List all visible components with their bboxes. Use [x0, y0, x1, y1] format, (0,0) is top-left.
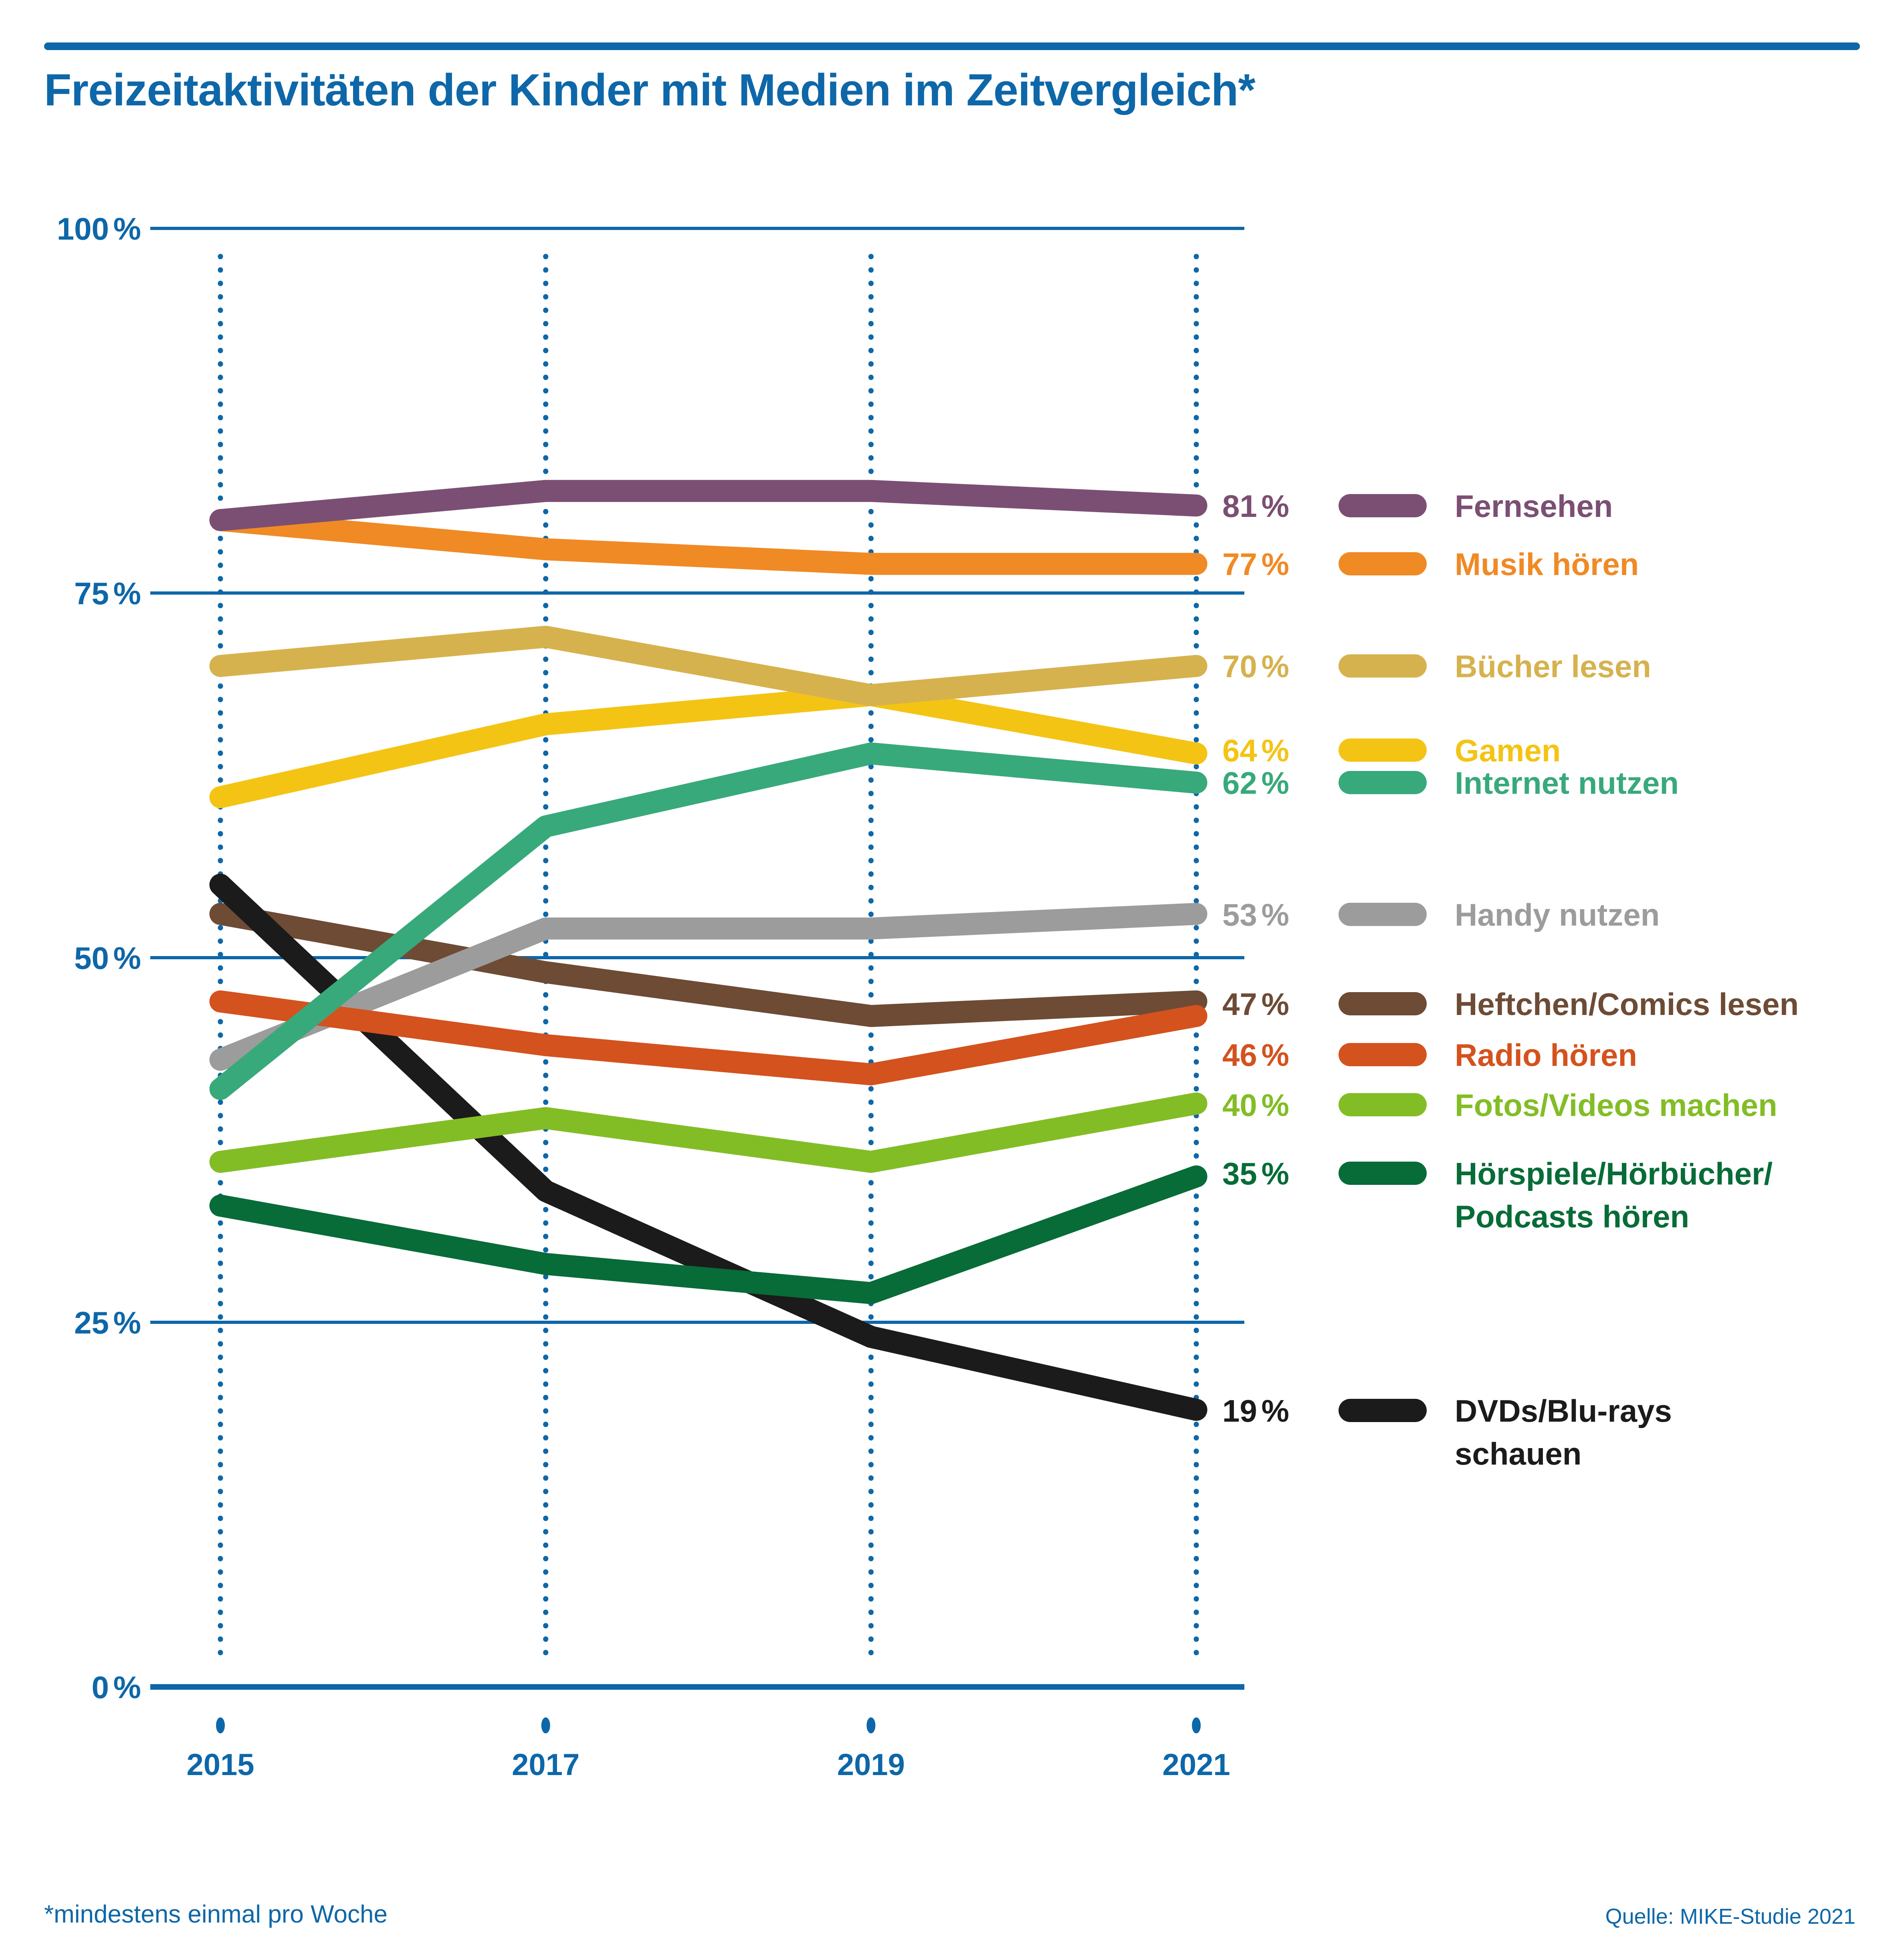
legend-swatch-b-cher-lesen — [1339, 654, 1427, 678]
legend-label-h-rspiele-h-rb-cher-podcasts-h-ren: Hörspiele/Hörbücher/ — [1455, 1156, 1773, 1191]
legend-label-fotos-videos-machen: Fotos/Videos machen — [1455, 1087, 1777, 1123]
legend-swatch-dvds-blu-rays-schauen — [1339, 1399, 1427, 1422]
legend-swatch-radio-h-ren — [1339, 1043, 1427, 1066]
year-label-2019: 2019 — [837, 1748, 905, 1782]
y-tick-label-0: 0 % — [92, 1670, 141, 1705]
y-tick-label-100: 100 % — [57, 211, 141, 246]
series-line-h-rspiele-h-rb-cher-podcasts-h-ren — [209, 1165, 1207, 1304]
value-label-heftchen-comics-lesen: 47 % — [1222, 987, 1289, 1022]
legend-label-dvds-blu-rays-schauen-line2: schauen — [1455, 1436, 1581, 1471]
y-tick-label-50: 50 % — [74, 940, 141, 976]
legend-label-handy-nutzen: Handy nutzen — [1455, 897, 1660, 932]
legend-swatch-h-rspiele-h-rb-cher-podcasts-h-ren — [1339, 1162, 1427, 1185]
value-label-gamen: 64 % — [1222, 733, 1289, 768]
legend-swatch-musik-h-ren — [1339, 552, 1427, 575]
value-label-h-rspiele-h-rb-cher-podcasts-h-ren: 35 % — [1222, 1156, 1289, 1191]
legend-swatch-gamen — [1339, 738, 1427, 762]
legend-label-b-cher-lesen: Bücher lesen — [1455, 649, 1651, 684]
year-label-2015: 2015 — [186, 1748, 254, 1782]
series-line-b-cher-lesen — [209, 625, 1207, 706]
year-label-2021: 2021 — [1163, 1748, 1230, 1782]
series-line-heftchen-comics-lesen — [209, 903, 1207, 1027]
legend-swatch-handy-nutzen — [1339, 903, 1427, 926]
legend-label-fernsehen: Fernsehen — [1455, 488, 1613, 524]
series-line-musik-h-ren — [209, 509, 1207, 575]
page-title: Freizeitaktivitäten der Kinder mit Medie… — [44, 65, 1256, 115]
value-label-fernsehen: 81 % — [1222, 488, 1289, 524]
value-label-radio-h-ren: 46 % — [1222, 1037, 1289, 1073]
value-label-internet-nutzen: 62 % — [1222, 765, 1289, 801]
year-tick-2015 — [216, 1717, 225, 1733]
value-label-musik-h-ren: 77 % — [1222, 547, 1289, 582]
legend-label-radio-h-ren: Radio hören — [1455, 1037, 1637, 1073]
year-tick-2021 — [1192, 1717, 1201, 1733]
footnote: *mindestens einmal pro Woche — [44, 1900, 388, 1928]
series-line-fotos-videos-machen — [209, 1092, 1207, 1173]
value-label-handy-nutzen: 53 % — [1222, 897, 1289, 932]
legend-label-h-rspiele-h-rb-cher-podcasts-h-ren-line2: Podcasts hören — [1455, 1199, 1689, 1234]
series-line-radio-h-ren — [209, 990, 1207, 1085]
year-tick-2017 — [541, 1717, 550, 1733]
series-line-dvds-blu-rays-schauen — [209, 874, 1207, 1421]
legend-label-dvds-blu-rays-schauen: DVDs/Blu-rays — [1455, 1393, 1672, 1428]
legend-label-internet-nutzen: Internet nutzen — [1455, 765, 1679, 801]
value-label-fotos-videos-machen: 40 % — [1222, 1087, 1289, 1123]
source-credit: Quelle: MIKE-Studie 2021 — [1605, 1905, 1856, 1929]
header-rule — [44, 42, 1860, 50]
y-tick-label-75: 75 % — [74, 576, 141, 611]
series-line-gamen — [209, 684, 1207, 809]
series-line-handy-nutzen — [209, 903, 1207, 1071]
legend-swatch-heftchen-comics-lesen — [1339, 992, 1427, 1015]
series-line-fernsehen — [209, 480, 1207, 531]
legend-label-musik-h-ren: Musik hören — [1455, 547, 1639, 582]
legend-swatch-fotos-videos-machen — [1339, 1093, 1427, 1116]
series-line-internet-nutzen — [209, 742, 1207, 1100]
legend-label-heftchen-comics-lesen: Heftchen/Comics lesen — [1455, 987, 1799, 1022]
value-label-b-cher-lesen: 70 % — [1222, 649, 1289, 684]
legend-swatch-internet-nutzen — [1339, 771, 1427, 794]
year-label-2017: 2017 — [512, 1748, 579, 1782]
legend-swatch-fernsehen — [1339, 494, 1427, 517]
year-tick-2019 — [866, 1717, 876, 1733]
legend-label-gamen: Gamen — [1455, 733, 1561, 768]
y-tick-label-25: 25 % — [74, 1305, 141, 1340]
value-label-dvds-blu-rays-schauen: 19 % — [1222, 1393, 1289, 1428]
